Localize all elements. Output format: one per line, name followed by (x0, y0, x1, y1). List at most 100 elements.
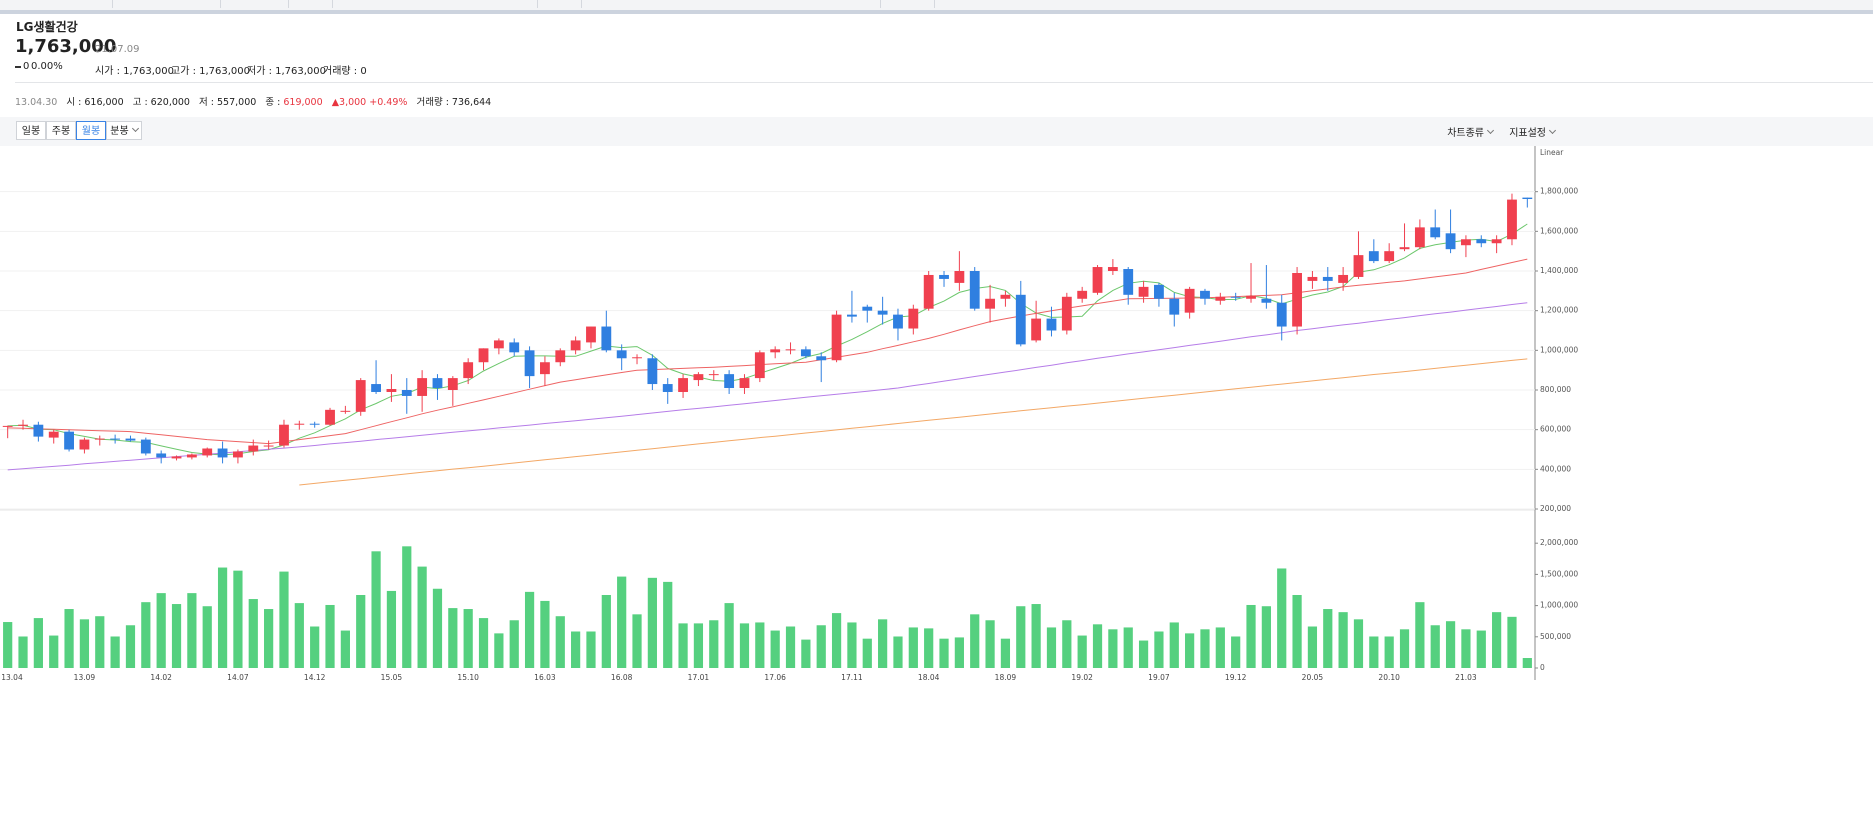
volume-bar (678, 623, 688, 668)
volume-bar (862, 638, 872, 668)
indicator-button[interactable]: 지표설정 (1509, 124, 1555, 139)
candle-body (693, 374, 704, 381)
volume-bar (939, 638, 949, 668)
x-tick-label: 20.05 (1302, 673, 1324, 682)
info-date: 13.04.30 (15, 97, 58, 108)
chart-type-button[interactable]: 차트종류 (1447, 124, 1493, 139)
volume-bar (125, 625, 136, 668)
candle-body (202, 448, 213, 456)
candle-body (1338, 274, 1349, 283)
volume-bar (1000, 638, 1011, 668)
candle-body (1414, 227, 1425, 248)
period-button[interactable]: 일봉 (16, 121, 46, 140)
candle-body (1169, 298, 1180, 315)
candle-body (1138, 286, 1149, 297)
candle-body (33, 424, 44, 437)
volume-bar (647, 577, 657, 668)
candle-body (18, 424, 28, 426)
x-tick-label: 17.06 (764, 673, 786, 682)
candle-body (110, 438, 121, 440)
price-date: 21.07.09 (95, 44, 140, 55)
candle-body (754, 352, 765, 379)
candle-body (1276, 302, 1287, 327)
x-tick-label: 14.07 (227, 673, 249, 682)
period-button[interactable]: 주봉 (46, 121, 76, 140)
volume-bar (1384, 636, 1394, 668)
volume-bar (79, 619, 90, 668)
volume-bar (325, 604, 335, 668)
volume-bar (1031, 604, 1041, 668)
x-tick-label: 17.11 (841, 673, 863, 682)
candle-body (785, 349, 796, 351)
x-tick-label: 17.01 (688, 673, 710, 682)
ma-line (299, 358, 1528, 486)
volume-bar (693, 623, 704, 668)
low: 저가 : 1,763,000 (247, 66, 327, 77)
open: 시가 : 1,763,000 (95, 66, 175, 77)
volume-bar (1185, 633, 1195, 668)
candle-body (417, 378, 428, 396)
volume-bar (1215, 627, 1225, 668)
volume-bar (463, 609, 473, 668)
info-low: 저 : 557,000 (199, 97, 257, 108)
volume-bar (264, 609, 274, 668)
candle-body (186, 454, 197, 458)
candle-body (386, 389, 397, 392)
x-tick-label: 18.09 (995, 673, 1017, 682)
volume-bar (924, 628, 934, 668)
candle-body (1015, 294, 1026, 345)
y-tick-label: 1,400,000 (1540, 266, 1578, 275)
volume-bar (494, 633, 504, 668)
volume-bar (279, 571, 289, 668)
volume-bar (724, 603, 734, 668)
x-tick-label: 13.09 (74, 673, 96, 682)
candle-body (64, 431, 74, 450)
volume-bar (509, 620, 519, 668)
flat-icon (15, 66, 21, 68)
candle-body (1077, 290, 1088, 299)
candle-body (1476, 239, 1487, 244)
y-tick-label: 200,000 (1540, 504, 1571, 513)
volume-bar (632, 614, 642, 668)
ma-line (7, 223, 1528, 456)
volume-bar (202, 606, 212, 668)
volume-bar (785, 626, 796, 668)
volume-bar (908, 627, 918, 668)
period-button[interactable]: 월봉 (76, 121, 106, 140)
info-open: 시 : 616,000 (66, 97, 124, 108)
volume-bar (356, 594, 366, 668)
candle-body (816, 356, 827, 361)
volume-bar (663, 581, 673, 668)
x-tick-label: 19.12 (1225, 673, 1247, 682)
volume-bar (141, 602, 151, 668)
candle-body (985, 298, 995, 309)
period-button[interactable]: 분봉 (106, 121, 142, 140)
volume-bar (1415, 602, 1425, 668)
candle-body (1246, 295, 1256, 299)
volume-bar (770, 630, 780, 668)
x-tick-label: 13.04 (1, 673, 23, 682)
volume-bar (1246, 604, 1256, 668)
candle-body (1200, 290, 1210, 299)
x-tick-label: 14.02 (150, 673, 172, 682)
candle-body (2, 425, 13, 427)
candle-body (1000, 294, 1011, 299)
y2-tick-label: 2,000,000 (1540, 538, 1578, 547)
candle-body (1230, 296, 1241, 298)
volume-bar (371, 551, 381, 668)
volume-bar (1507, 616, 1517, 668)
volume-bar (448, 608, 458, 668)
volume-bar (95, 616, 105, 668)
volume-bar (1445, 621, 1456, 668)
candle-body (1215, 296, 1226, 301)
volume-bar (340, 630, 350, 668)
y-tick-label: 1,000,000 (1540, 345, 1578, 354)
candle-body (1046, 318, 1057, 331)
candle-body (831, 314, 842, 361)
x-tick-label: 19.07 (1148, 673, 1170, 682)
candle-body (493, 340, 504, 349)
volume-bar (1353, 619, 1364, 668)
chart: Linear 200,000 400,000 600,000 800,000 1,000… (0, 146, 1578, 682)
candle-body (969, 271, 980, 309)
candle-body (662, 384, 673, 392)
